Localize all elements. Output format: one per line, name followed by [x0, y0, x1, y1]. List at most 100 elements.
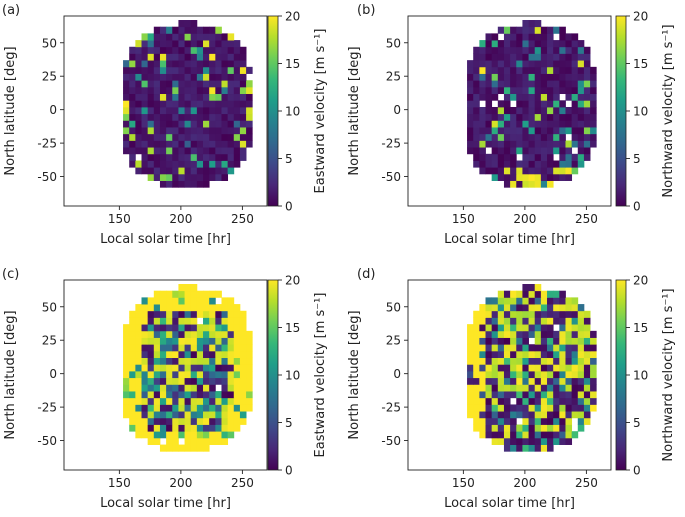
heatmap-cell: [522, 344, 529, 352]
heatmap-cell: [565, 73, 573, 81]
heatmap-cell: [178, 147, 185, 155]
heatmap-cell: [540, 350, 548, 359]
heatmap-cell: [534, 317, 542, 325]
heatmap-cell: [540, 304, 548, 312]
heatmap-cell: [221, 391, 229, 399]
heatmap-cell: [503, 153, 511, 161]
heatmap-cell: [528, 297, 536, 305]
heatmap-cell: [166, 167, 173, 175]
heatmap-cell: [491, 173, 499, 181]
heatmap-cell: [184, 66, 192, 74]
heatmap-cell: [485, 404, 493, 412]
heatmap-cell: [129, 80, 136, 88]
heatmap-cell: [571, 304, 579, 312]
heatmap-cell: [153, 80, 161, 88]
heatmap-cell: [203, 344, 210, 352]
heatmap-cell: [239, 364, 247, 372]
heatmap-cell: [510, 153, 517, 161]
heatmap-cell: [497, 106, 505, 115]
heatmap-cell: [522, 40, 529, 48]
heatmap-cell: [184, 153, 192, 161]
y-axis-label: North latitude [deg]: [3, 310, 18, 439]
heatmap-cell: [577, 133, 585, 141]
heatmap-cell: [246, 350, 253, 359]
heatmap-cell: [221, 330, 229, 338]
heatmap-cell: [239, 80, 247, 88]
heatmap-cell: [559, 357, 566, 365]
heatmap-cell: [510, 73, 517, 81]
heatmap-cell: [522, 173, 529, 181]
heatmap-cell: [233, 40, 241, 48]
heatmap-cell: [184, 120, 192, 128]
heatmap-cell: [141, 113, 149, 121]
heatmap-cell: [473, 357, 480, 365]
heatmap-cell: [135, 411, 142, 419]
heatmap-cell: [553, 120, 560, 128]
heatmap-cell: [559, 133, 566, 141]
heatmap-cell: [123, 364, 130, 372]
heatmap-cell: [559, 424, 566, 432]
y-tick-label: 25: [42, 70, 57, 84]
heatmap-cell: [227, 364, 235, 372]
heatmap-cell: [516, 93, 523, 101]
heatmap-cell: [503, 100, 511, 108]
heatmap-cell: [221, 317, 229, 325]
heatmap-cell: [522, 377, 529, 385]
heatmap-cell: [233, 424, 241, 432]
y-tick-label: -25: [37, 401, 57, 415]
heatmap-cell: [129, 113, 136, 121]
plot-frame: [407, 15, 612, 207]
heatmap-cell: [528, 330, 536, 338]
heatmap-cell: [540, 73, 548, 81]
heatmap-cell: [190, 317, 198, 325]
heatmap-cell: [147, 397, 155, 405]
heatmap-cell: [516, 113, 523, 121]
heatmap-cell: [491, 167, 499, 175]
heatmap-cell: [190, 344, 198, 352]
heatmap-cell: [559, 106, 566, 115]
heatmap-cell: [559, 40, 566, 48]
heatmap-cell: [153, 133, 161, 141]
heatmap-cell: [510, 80, 517, 88]
heatmap-cell: [540, 33, 548, 41]
heatmap-cell: [172, 153, 179, 161]
heatmap-cell: [190, 147, 198, 155]
heatmap-cell: [577, 411, 585, 419]
panel-label: (b): [357, 3, 375, 18]
heatmap-cell: [227, 324, 235, 332]
heatmap-cell: [172, 370, 179, 379]
heatmap-cell: [166, 100, 173, 108]
heatmap-cell: [547, 364, 554, 372]
heatmap-cell: [516, 167, 523, 175]
heatmap-cell: [516, 357, 523, 365]
heatmap-cell: [239, 133, 247, 141]
heatmap-cell: [479, 431, 486, 439]
heatmap-cell: [528, 431, 536, 439]
heatmap-cell: [503, 337, 511, 345]
heatmap-cell: [540, 384, 548, 392]
heatmap-cell: [227, 304, 235, 312]
heatmap-cell: [239, 100, 247, 108]
heatmap-cell: [203, 80, 210, 88]
heatmap-cell: [239, 350, 247, 359]
heatmap-cell: [215, 60, 222, 68]
heatmap-cell: [141, 100, 149, 108]
heatmap-cell: [203, 66, 210, 74]
heatmap-cell: [553, 60, 560, 68]
heatmap-cell: [485, 93, 493, 101]
heatmap-cell: [559, 100, 566, 108]
heatmap-cell: [209, 290, 216, 298]
heatmap-cell: [503, 173, 511, 181]
heatmap-cell: [571, 431, 579, 439]
heatmap-cell: [473, 404, 480, 412]
heatmap-cell: [227, 404, 235, 412]
heatmap-cell: [590, 127, 597, 135]
heatmap-cell: [590, 86, 597, 95]
heatmap-cell: [159, 357, 167, 365]
colorbar-tick-label: 15: [285, 57, 300, 71]
heatmap-cell: [221, 310, 229, 318]
heatmap-cell: [583, 86, 591, 95]
heatmap-cell: [209, 100, 216, 108]
heatmap-cell: [196, 397, 204, 405]
heatmap-cell: [540, 120, 548, 128]
